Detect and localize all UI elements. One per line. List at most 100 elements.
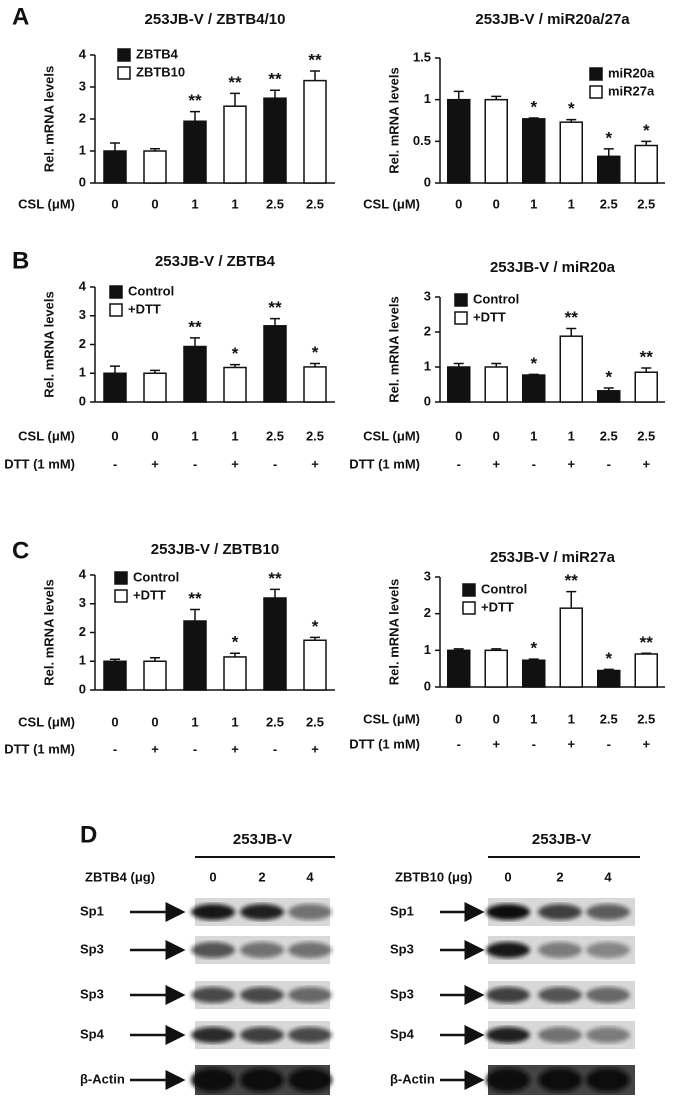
x-tick-label: 1 [568,196,575,211]
bar [447,366,471,403]
error-bar [491,95,502,100]
blot-band [486,987,530,1003]
y-tick-label: 0 [79,174,86,189]
x-tick-label: 1 [530,196,537,211]
bar [522,659,546,688]
y-tick-label: 2 [424,323,431,338]
legend-label: miR27a [608,83,655,98]
error-bar [603,387,614,391]
legend-swatch [114,589,128,603]
error-bar [270,317,280,326]
x-tick-label: + [492,736,500,751]
error-bar [528,658,539,661]
bar [223,105,247,184]
x-tick-label: 1 [530,428,537,443]
blot-band [586,1027,630,1043]
dose-label: 2 [556,869,563,884]
x-tick-label: 2.5 [600,428,618,443]
significance: * [568,99,575,118]
error-bar [270,588,280,598]
x-tick-label: - [607,456,611,471]
error-bar [566,118,577,123]
x-tick-label: + [642,456,650,471]
blot-band [586,1068,630,1092]
legend-swatch [454,311,468,325]
significance: * [605,367,612,386]
protein-label: Sp4 [390,1026,415,1041]
error-bar [150,657,160,662]
error-bar [230,363,240,368]
x-tick-label: 0 [455,711,462,726]
bar [303,639,327,691]
legend-label: +DTT [473,309,506,324]
x-tick-label: - [532,456,536,471]
y-tick-label: 0 [424,174,431,189]
y-tick-label: 4 [79,566,87,581]
error-bar [528,117,539,119]
significance: * [643,121,650,140]
blot-band [486,1027,530,1043]
y-tick-label: 3 [79,307,86,322]
error-bar [190,110,200,122]
bar [263,597,287,691]
x-tick-label: 2.5 [266,428,284,443]
x-tick-label: 1 [530,711,537,726]
blot-band [191,942,235,958]
x-tick-label: - [113,741,117,756]
x-tick-label: 1 [568,711,575,726]
bar [143,372,167,403]
x-tick-label: 1 [231,428,238,443]
panel-label: B [12,247,29,274]
x-row-label: CSL (μM) [363,428,420,443]
error-bar [230,92,240,107]
x-tick-label: 2.5 [600,711,618,726]
x-tick-label: 0 [111,196,118,211]
x-tick-label: + [151,456,159,471]
panel-label: A [12,3,29,30]
x-tick-label: 0 [151,428,158,443]
y-axis-label: Rel. mRNA levels [386,67,401,173]
x-tick-label: 2.5 [637,428,655,443]
x-row-label: DTT (1 mM) [349,736,420,751]
x-tick-label: 2.5 [266,196,284,211]
significance: ** [188,589,202,608]
error-bar [453,90,464,100]
x-tick-label: 0 [151,714,158,729]
significance: ** [640,348,654,367]
significance: ** [268,70,282,89]
blot-band [240,987,284,1003]
legend-swatch [109,303,123,317]
x-tick-label: - [607,736,611,751]
significance: * [605,128,612,147]
bar [447,649,471,688]
dose-label: 4 [604,869,612,884]
protein-label: Sp4 [80,1026,105,1041]
error-bar [453,648,464,651]
bar [263,97,287,184]
blot-band [240,1068,284,1092]
x-tick-label: 2.5 [306,196,324,211]
x-row-label: CSL (μM) [18,196,75,211]
error-bar [566,327,577,337]
significance: * [232,633,239,652]
treatment-label: ZBTB4 (μg) [85,869,155,884]
error-bar [110,142,120,151]
bar [522,374,546,403]
x-tick-label: 1 [231,196,238,211]
chart-title: 253JB-V / miR27a [490,549,616,566]
significance: * [312,343,319,362]
panel-label: D [80,821,97,848]
error-bar [603,668,614,671]
y-tick-label: 0 [79,681,86,696]
bar [559,121,583,184]
y-tick-label: 0 [424,393,431,408]
panel-label: C [12,537,29,564]
legend-label: Control [133,569,179,584]
x-tick-label: 1 [191,196,198,211]
significance: ** [565,571,579,590]
error-bar [110,658,120,662]
legend-swatch [117,48,131,62]
x-tick-label: 2.5 [266,714,284,729]
x-tick-label: + [492,456,500,471]
protein-label: Sp1 [390,903,414,918]
